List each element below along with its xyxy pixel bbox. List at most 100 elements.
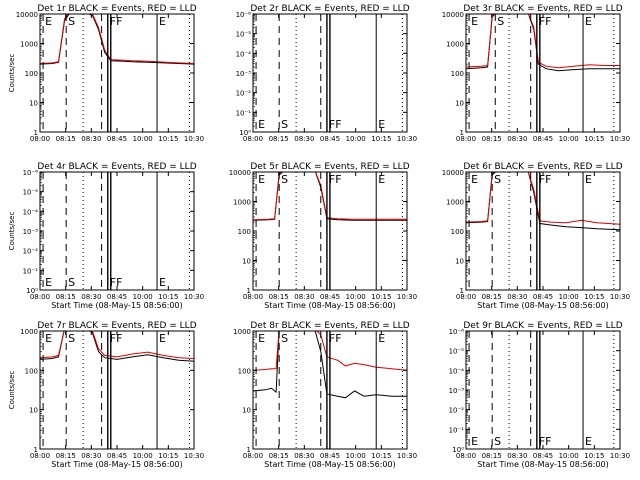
y-tick-label: 10⁰ <box>452 446 464 454</box>
y-tick-label: 10⁻⁴ <box>236 50 252 58</box>
y-tick-label: 1000 <box>20 41 38 49</box>
x-tick-label: 10:00 <box>133 452 153 460</box>
marker-label: FF <box>110 276 123 289</box>
y-tick-label: 10⁻⁶ <box>23 169 39 177</box>
panel-title: Det 9r BLACK = Events, RED = LLD <box>463 321 622 331</box>
marker-label: E <box>258 173 265 186</box>
x-tick-label: 08:15 <box>269 452 289 460</box>
panel-title: Det 7r BLACK = Events, RED = LLD <box>37 321 196 331</box>
y-tick-label: 10 <box>29 100 38 108</box>
plot-area <box>466 172 620 290</box>
marker-label: FF <box>539 173 552 186</box>
y-tick-label: 1000 <box>446 199 464 207</box>
y-tick-label: 10⁻¹ <box>236 109 252 117</box>
y-tick-label: 10000 <box>229 169 251 177</box>
marker-label: S <box>494 435 501 448</box>
y-tick-label: 100 <box>238 367 251 375</box>
y-tick-label: 10⁻⁴ <box>23 208 39 216</box>
x-tick-label: 08:15 <box>269 135 289 143</box>
marker-label: FF <box>329 173 342 186</box>
y-tick-label: 10⁻³ <box>449 387 465 395</box>
x-tick-label: 08:30 <box>507 452 527 460</box>
marker-label: E <box>45 15 52 28</box>
x-tick-label: 10:15 <box>158 452 178 460</box>
y-tick-label: 1 <box>247 287 251 295</box>
marker-label: E <box>45 276 52 289</box>
x-tick-label: 10:30 <box>397 452 417 460</box>
marker-label: S <box>281 118 288 131</box>
plot-area <box>40 14 194 132</box>
detector-panel-4: Det 4r BLACK = Events, RED = LLD E S FF E 10⁰… <box>8 162 204 310</box>
x-tick-label: 08:45 <box>533 135 553 143</box>
x-tick-label: 10:30 <box>184 135 204 143</box>
x-tick-label: 08:30 <box>81 135 101 143</box>
lld-line <box>466 14 620 69</box>
panel-title: Det 4r BLACK = Events, RED = LLD <box>37 162 196 172</box>
y-axis-label: Counts/sec <box>8 371 16 410</box>
y-tick-label: 10⁰ <box>239 129 251 137</box>
marker-label: FF <box>110 332 123 345</box>
marker-label: E <box>378 332 385 345</box>
x-tick-label: 08:30 <box>294 135 314 143</box>
marker-label: E <box>585 15 592 28</box>
marker-label: E <box>45 332 52 345</box>
x-tick-label: 08:00 <box>30 293 50 301</box>
x-tick-label: 10:00 <box>559 293 579 301</box>
marker-label: E <box>258 332 265 345</box>
x-axis-label: Start Time (08-May-15 08:56:00) <box>477 301 608 310</box>
x-tick-label: 08:45 <box>533 293 553 301</box>
panel-title: Det 2r BLACK = Events, RED = LLD <box>250 4 409 14</box>
marker-label: S <box>494 173 501 186</box>
events-line <box>466 172 620 231</box>
x-axis-label: Start Time (08-May-15 08:56:00) <box>51 460 182 469</box>
x-tick-label: 10:00 <box>133 135 153 143</box>
x-tick-label: 08:15 <box>56 452 76 460</box>
y-tick-label: 1 <box>34 446 38 454</box>
x-tick-label: 10:30 <box>184 452 204 460</box>
plot-area <box>40 331 194 449</box>
x-tick-label: 08:30 <box>81 293 101 301</box>
marker-label: E <box>378 118 385 131</box>
marker-label: S <box>68 276 75 289</box>
x-tick-label: 08:00 <box>456 452 476 460</box>
x-tick-label: 10:00 <box>133 293 153 301</box>
y-tick-label: 10 <box>455 100 464 108</box>
y-tick-label: 1000 <box>233 328 251 336</box>
x-tick-label: 08:00 <box>243 135 263 143</box>
marker-label: E <box>585 173 592 186</box>
y-tick-label: 100 <box>25 367 38 375</box>
x-tick-label: 08:00 <box>243 452 263 460</box>
marker-label: E <box>471 173 478 186</box>
x-axis-label: Start Time (08-May-15 08:56:00) <box>51 301 182 310</box>
marker-label: FF <box>329 118 342 131</box>
x-tick-label: 08:45 <box>107 452 127 460</box>
y-tick-label: 10000 <box>442 11 464 19</box>
y-tick-label: 100 <box>451 228 464 236</box>
y-tick-label: 10⁻¹ <box>23 267 39 275</box>
x-tick-label: 08:15 <box>482 135 502 143</box>
marker-label: FF <box>329 332 342 345</box>
x-tick-label: 10:30 <box>610 293 630 301</box>
x-tick-label: 10:15 <box>158 135 178 143</box>
y-tick-label: 1000 <box>446 41 464 49</box>
x-tick-label: 10:30 <box>610 135 630 143</box>
x-tick-label: 08:00 <box>456 293 476 301</box>
marker-label: E <box>159 332 166 345</box>
x-tick-label: 08:45 <box>320 452 340 460</box>
y-tick-label: 10 <box>455 258 464 266</box>
x-tick-label: 10:30 <box>184 293 204 301</box>
marker-label: S <box>497 15 504 28</box>
x-tick-label: 08:30 <box>507 293 527 301</box>
x-tick-label: 08:45 <box>107 293 127 301</box>
marker-label: S <box>68 332 75 345</box>
x-tick-label: 10:00 <box>559 452 579 460</box>
x-axis-label: Start Time (08-May-15 08:56:00) <box>477 460 608 469</box>
x-tick-label: 08:45 <box>320 135 340 143</box>
x-tick-label: 10:00 <box>559 135 579 143</box>
marker-label: S <box>281 332 288 345</box>
x-axis-label: Start Time (08-May-15 08:56:00) <box>264 301 395 310</box>
